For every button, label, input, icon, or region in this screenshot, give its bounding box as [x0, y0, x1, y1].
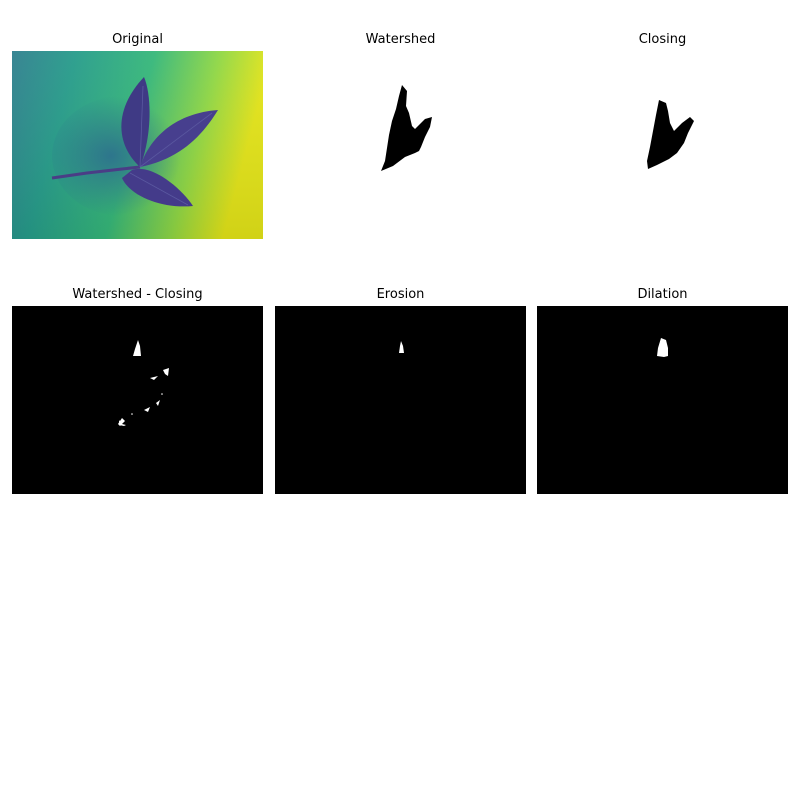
panel-dilation: Dilation [537, 287, 788, 495]
panel-title-original: Original [112, 32, 163, 47]
difference-mask-image [12, 306, 263, 494]
panel-closing: Closing [537, 32, 788, 240]
panel-erosion: Erosion [275, 287, 526, 495]
panel-watershed: Watershed [275, 32, 526, 240]
panel-original: Original [12, 32, 263, 240]
closing-mask-image [537, 51, 788, 239]
erosion-mask-image [275, 306, 526, 494]
dilation-mask-image [537, 306, 788, 494]
panel-title-dilation: Dilation [637, 287, 688, 302]
panel-title-watershed: Watershed [365, 32, 436, 47]
watershed-mask-image [275, 51, 526, 239]
panel-title-watershed-closing: Watershed - Closing [72, 287, 203, 302]
original-leaf-image [12, 51, 263, 239]
panel-watershed-closing: Watershed - Closing [12, 287, 263, 495]
panel-title-closing: Closing [638, 32, 687, 47]
panel-title-erosion: Erosion [376, 287, 425, 302]
